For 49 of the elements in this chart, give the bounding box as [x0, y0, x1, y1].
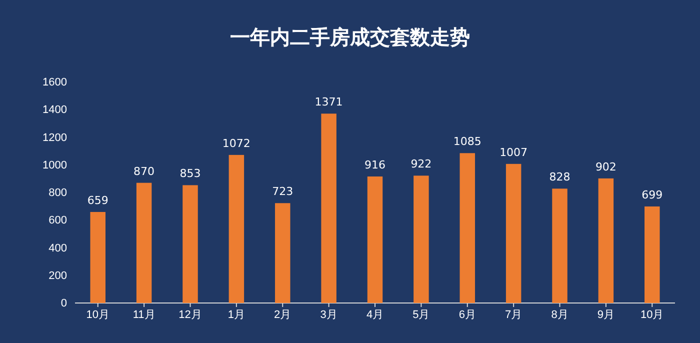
y-tick-label: 400 — [48, 242, 67, 254]
bar — [90, 212, 106, 303]
bar — [182, 185, 198, 303]
x-tick-label: 10月 — [86, 308, 110, 321]
x-tick-label: 1月 — [228, 308, 245, 321]
y-tick-label: 1400 — [42, 104, 67, 116]
data-label: 723 — [272, 185, 294, 198]
data-label: 916 — [364, 158, 386, 172]
x-tick-label: 4月 — [366, 308, 384, 321]
x-tick-label: 9月 — [597, 308, 615, 321]
data-label: 853 — [180, 167, 201, 180]
y-tick-label: 1600 — [42, 76, 67, 89]
bar — [275, 203, 290, 303]
bar — [552, 188, 568, 303]
x-tick-label: 8月 — [551, 308, 568, 321]
data-label: 659 — [87, 194, 108, 207]
chart-title: 一年内二手房成交套数走势 — [230, 25, 470, 49]
data-label: 828 — [549, 170, 570, 184]
y-tick-label: 1200 — [42, 132, 67, 144]
x-tick-label: 3月 — [320, 308, 338, 321]
bar — [460, 153, 475, 303]
x-tick-label: 5月 — [412, 308, 430, 321]
data-label: 922 — [410, 158, 432, 171]
bar — [367, 176, 383, 303]
data-label: 1371 — [314, 96, 343, 109]
x-tick-label: 10月 — [640, 308, 664, 321]
y-tick-label: 800 — [48, 187, 67, 200]
y-tick-label: 600 — [48, 214, 67, 227]
bar — [136, 182, 152, 303]
bar — [506, 164, 522, 303]
bar — [228, 154, 244, 303]
data-label: 699 — [642, 188, 663, 202]
data-label: 870 — [134, 164, 155, 178]
data-label: 1085 — [453, 135, 482, 148]
x-tick-label: 12月 — [178, 308, 202, 321]
bar — [321, 114, 336, 303]
y-tick-label: 0 — [60, 298, 67, 310]
data-label: 902 — [595, 160, 616, 174]
bar — [598, 178, 614, 303]
x-tick-label: 11月 — [132, 308, 156, 321]
bar — [414, 176, 429, 303]
x-tick-label: 2月 — [274, 308, 292, 321]
data-label: 1072 — [222, 136, 250, 150]
data-label: 1007 — [500, 146, 528, 159]
x-tick-label: 6月 — [458, 308, 476, 321]
y-tick-label: 1000 — [42, 159, 67, 172]
y-tick-label: 200 — [48, 270, 67, 282]
bar — [644, 206, 660, 303]
x-tick-label: 7月 — [505, 308, 522, 321]
